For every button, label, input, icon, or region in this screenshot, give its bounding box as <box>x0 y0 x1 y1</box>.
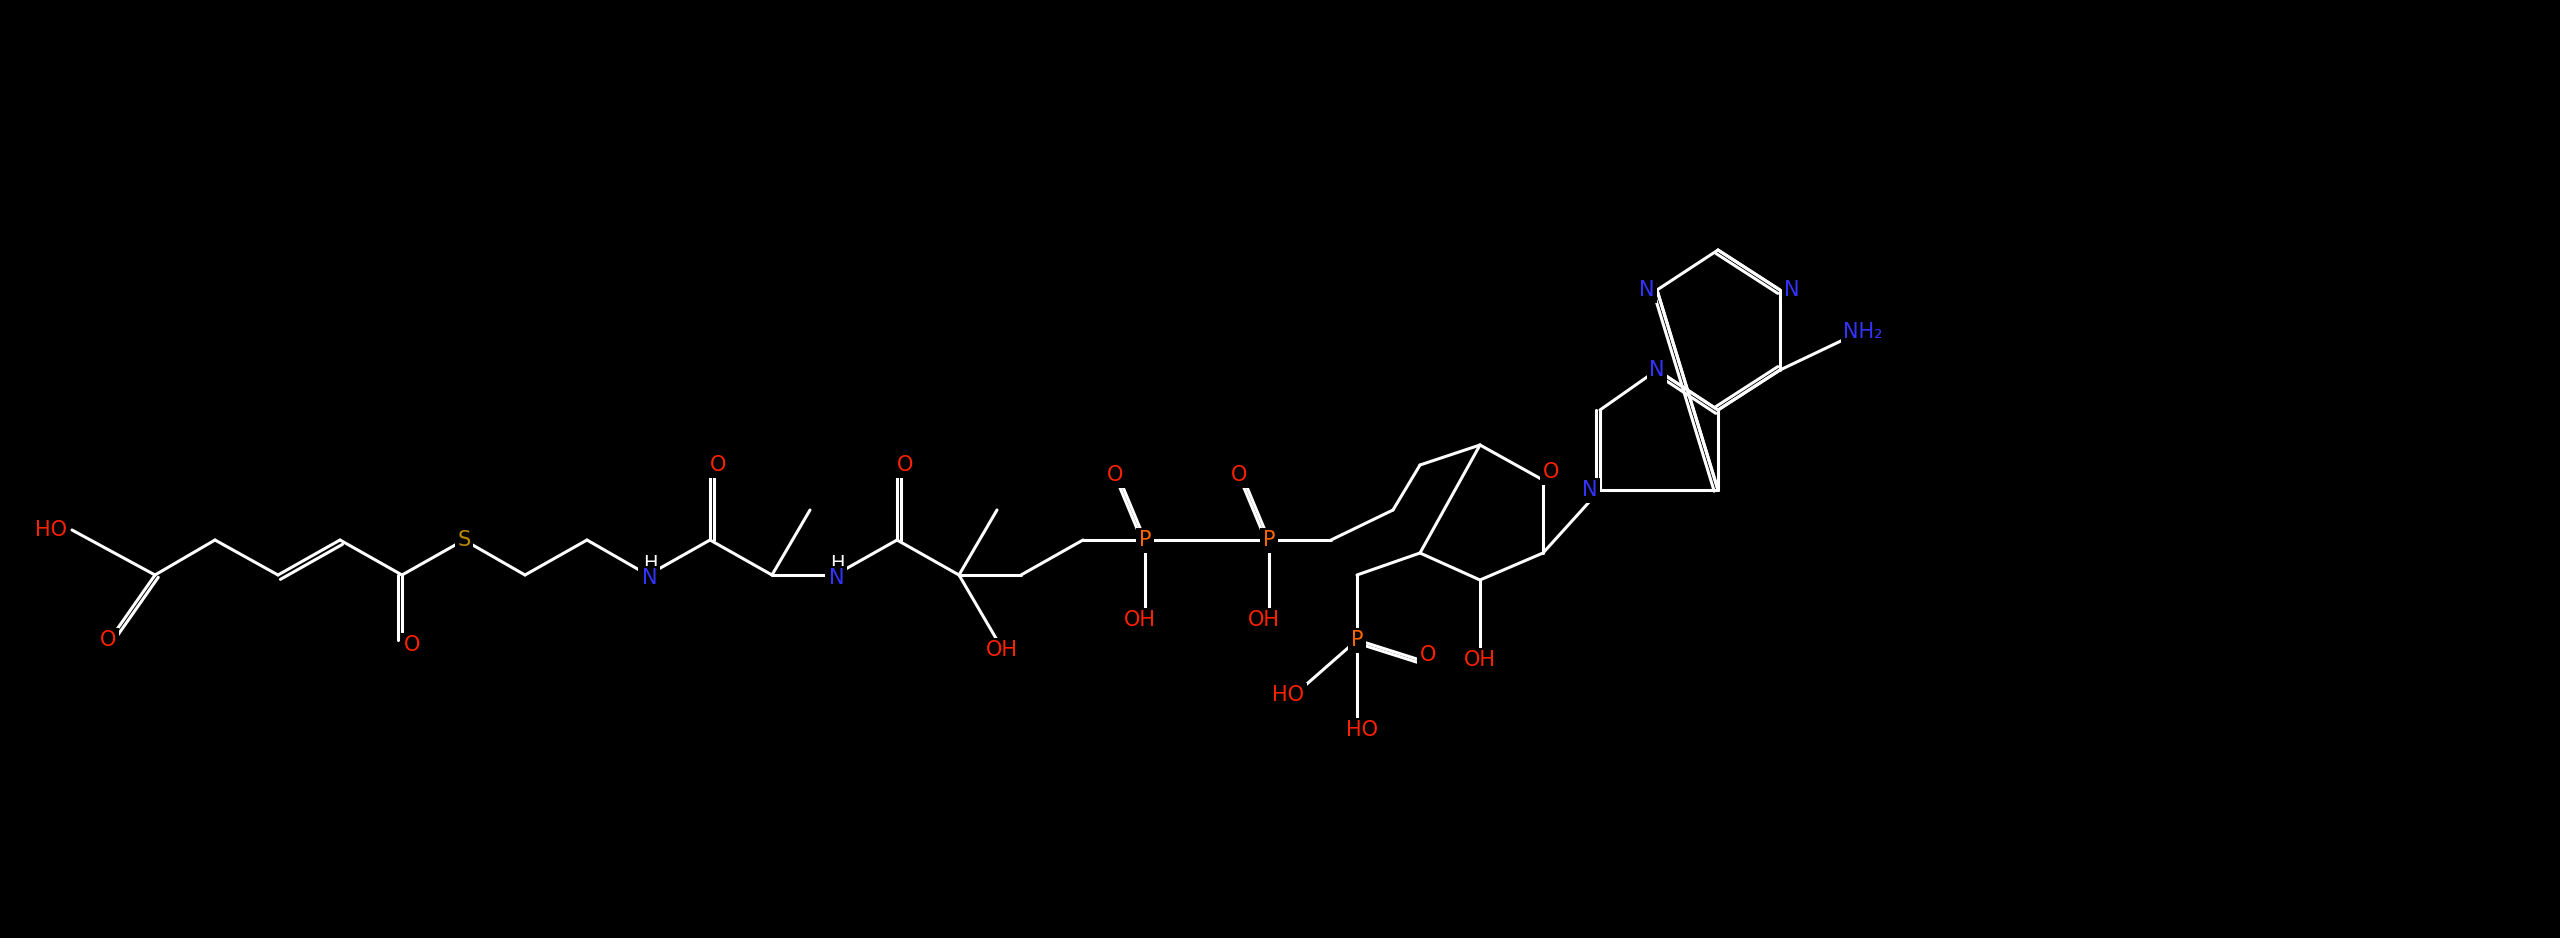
Text: N: N <box>1582 480 1597 500</box>
Text: HO: HO <box>36 520 67 540</box>
Text: H: H <box>643 553 658 572</box>
Text: O: O <box>1421 645 1436 665</box>
Text: N: N <box>1649 360 1664 380</box>
Text: HO: HO <box>1347 720 1377 740</box>
Text: O: O <box>709 455 727 475</box>
Text: OH: OH <box>1124 610 1157 630</box>
Text: P: P <box>1139 530 1152 550</box>
Text: NH₂: NH₂ <box>1843 322 1882 342</box>
Text: O: O <box>100 630 115 650</box>
Text: S: S <box>458 530 471 550</box>
Text: O: O <box>1231 465 1247 485</box>
Text: N: N <box>643 568 658 588</box>
Text: O: O <box>404 635 420 655</box>
Text: O: O <box>896 455 914 475</box>
Text: H: H <box>829 553 845 572</box>
Text: N: N <box>643 575 658 595</box>
Text: O: O <box>1544 462 1559 482</box>
Text: N: N <box>1784 280 1800 300</box>
Text: P: P <box>1352 630 1364 650</box>
Text: HO: HO <box>1272 685 1303 705</box>
Text: H: H <box>827 560 842 580</box>
Text: OH: OH <box>986 640 1019 660</box>
Text: OH: OH <box>1464 650 1495 670</box>
Text: P: P <box>1262 530 1275 550</box>
Text: N: N <box>829 568 845 588</box>
Text: O: O <box>1106 465 1124 485</box>
Text: N: N <box>829 575 845 595</box>
Text: H: H <box>640 560 655 580</box>
Text: OH: OH <box>1249 610 1280 630</box>
Text: N: N <box>1638 280 1654 300</box>
